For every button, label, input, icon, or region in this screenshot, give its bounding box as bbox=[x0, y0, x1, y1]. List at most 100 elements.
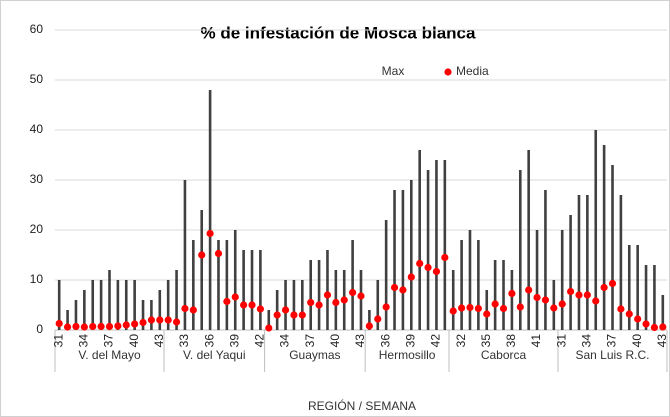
media-dot bbox=[650, 323, 659, 332]
media-dot bbox=[474, 304, 482, 313]
media-dot bbox=[281, 306, 290, 314]
media-dot bbox=[298, 311, 306, 319]
x-tick-label: 36 bbox=[202, 334, 216, 348]
media-dot bbox=[198, 251, 206, 259]
media-dot bbox=[634, 315, 642, 323]
media-dot bbox=[214, 249, 223, 258]
x-tick-label: 40 bbox=[630, 334, 644, 348]
media-dot bbox=[566, 287, 575, 296]
x-tick-label: 43 bbox=[655, 334, 669, 348]
media-dot bbox=[541, 296, 550, 304]
media-dot bbox=[516, 303, 524, 311]
x-tick-label: 34 bbox=[580, 334, 594, 348]
media-dot bbox=[424, 263, 432, 272]
media-dot bbox=[139, 318, 147, 327]
media-dot bbox=[349, 288, 357, 297]
group-label: V. del Mayo bbox=[78, 348, 141, 362]
x-tick-label: 37 bbox=[102, 334, 116, 348]
media-dot bbox=[365, 322, 373, 330]
media-dot bbox=[156, 316, 164, 324]
media-dot bbox=[114, 322, 122, 330]
media-dot bbox=[122, 321, 130, 329]
media-dot bbox=[315, 301, 323, 309]
media-dot bbox=[533, 293, 541, 302]
media-dot bbox=[432, 267, 441, 276]
media-dot bbox=[357, 292, 365, 300]
media-dot bbox=[172, 318, 181, 326]
media-dot bbox=[223, 297, 231, 306]
media-dot bbox=[332, 298, 340, 307]
legend-label: Media bbox=[456, 64, 489, 78]
x-tick-label: 37 bbox=[303, 334, 317, 348]
media-dot bbox=[273, 311, 281, 319]
group-label: Hermosillo bbox=[379, 348, 436, 362]
media-dot bbox=[72, 322, 80, 331]
x-tick-label: 32 bbox=[454, 334, 468, 348]
media-dot bbox=[63, 323, 72, 331]
media-dot bbox=[550, 304, 558, 312]
media-dot bbox=[147, 316, 156, 324]
media-dot bbox=[206, 229, 214, 238]
x-tick-label: 31 bbox=[554, 334, 568, 348]
media-dot bbox=[525, 286, 533, 294]
x-tick-label: 40 bbox=[328, 334, 342, 348]
x-tick-label: 39 bbox=[403, 334, 417, 348]
x-tick-label: 36 bbox=[378, 334, 392, 348]
media-dot bbox=[407, 273, 415, 281]
media-dot bbox=[659, 323, 667, 331]
y-tick-label: 10 bbox=[30, 272, 44, 286]
x-tick-label: 43 bbox=[353, 334, 367, 348]
y-tick-label: 40 bbox=[30, 122, 44, 136]
y-tick-label: 30 bbox=[30, 172, 44, 186]
x-tick-label: 43 bbox=[152, 334, 166, 348]
y-tick-label: 20 bbox=[30, 222, 44, 236]
x-tick-label: 34 bbox=[278, 334, 292, 348]
media-dot bbox=[592, 297, 600, 305]
media-dot bbox=[642, 320, 650, 328]
x-tick-label: 38 bbox=[504, 334, 518, 348]
media-dot bbox=[441, 253, 449, 262]
x-tick-label: 42 bbox=[429, 334, 443, 348]
media-dot bbox=[382, 303, 390, 311]
media-dot bbox=[600, 283, 608, 292]
media-dot bbox=[575, 291, 583, 299]
media-dot bbox=[340, 296, 348, 304]
media-dot bbox=[80, 323, 88, 331]
media-dot bbox=[265, 324, 273, 332]
media-dot bbox=[89, 322, 97, 331]
media-dot bbox=[617, 305, 625, 313]
media-dot bbox=[608, 279, 617, 288]
x-tick-label: 31 bbox=[51, 334, 65, 348]
media-dot bbox=[416, 259, 424, 268]
legend-label: Max bbox=[382, 64, 405, 78]
media-dot bbox=[499, 304, 508, 313]
y-tick-label: 50 bbox=[30, 72, 44, 86]
media-dot bbox=[97, 322, 105, 331]
media-dot bbox=[374, 315, 382, 323]
media-dot bbox=[131, 320, 139, 328]
media-dot bbox=[508, 289, 516, 298]
media-dot bbox=[55, 319, 63, 328]
media-dot bbox=[458, 304, 466, 312]
x-tick-label: 40 bbox=[127, 334, 141, 348]
media-dot bbox=[240, 301, 248, 309]
group-label: Guaymas bbox=[289, 348, 340, 362]
x-tick-label: 33 bbox=[177, 334, 191, 348]
x-tick-label: 37 bbox=[605, 334, 619, 348]
media-dot bbox=[390, 283, 399, 292]
media-dot bbox=[256, 305, 264, 313]
x-tick-label: 35 bbox=[479, 334, 493, 348]
group-label: San Luis R.C. bbox=[575, 348, 649, 362]
media-dot bbox=[491, 300, 499, 308]
media-dot bbox=[583, 291, 591, 299]
media-dot bbox=[558, 300, 566, 308]
media-dot bbox=[483, 310, 491, 318]
media-dot bbox=[181, 304, 189, 313]
media-dot bbox=[323, 291, 332, 299]
media-dot bbox=[625, 310, 633, 318]
media-dot bbox=[307, 298, 315, 307]
y-tick-label: 0 bbox=[36, 322, 43, 336]
media-dot bbox=[248, 301, 256, 309]
media-dot bbox=[466, 303, 474, 312]
